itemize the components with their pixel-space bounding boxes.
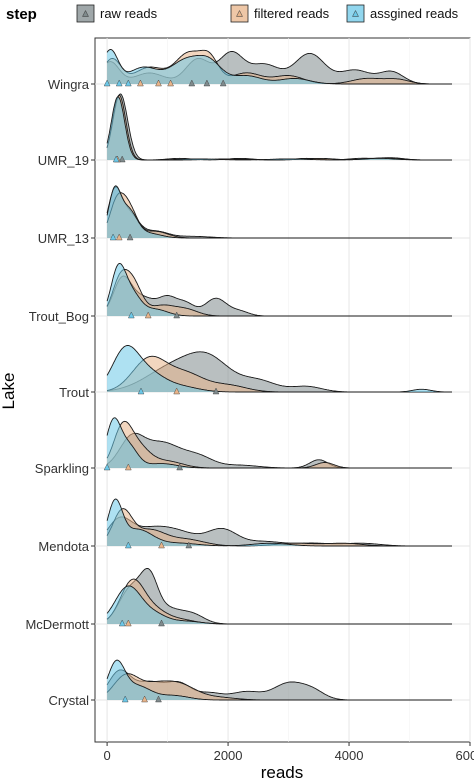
point-marker-assigned — [124, 79, 132, 87]
density-line-assigned — [106, 49, 452, 85]
x-tick-label: 0 — [103, 748, 110, 763]
density-area-assigned — [107, 499, 452, 546]
density-area-assigned — [107, 49, 452, 84]
density-line-assigned — [106, 498, 452, 547]
density-area-raw — [107, 276, 452, 316]
density-line-assigned — [106, 262, 452, 317]
ridge-crystal — [106, 659, 452, 703]
legend-label-assigned: assgined reads — [370, 6, 459, 21]
point-marker-filtered — [167, 79, 174, 87]
x-axis-title: reads — [261, 763, 304, 782]
y-tick-label: UMR_13 — [38, 231, 89, 246]
ridge-umr-19 — [106, 93, 452, 163]
density-area-filtered — [107, 356, 452, 392]
point-marker-filtered — [141, 695, 148, 703]
ridge-trout — [106, 345, 452, 395]
ridge-umr-13 — [106, 185, 452, 241]
point-marker-filtered — [124, 619, 132, 627]
point-marker-raw — [176, 463, 184, 471]
ridge-trout-bog — [106, 262, 452, 319]
legend-label-raw: raw reads — [100, 6, 158, 21]
point-marker-raw — [212, 387, 220, 395]
density-area-assigned — [107, 263, 452, 316]
density-area-assigned — [107, 345, 452, 392]
density-area-assigned — [107, 585, 452, 624]
density-line-assigned — [106, 417, 452, 469]
point-marker-raw — [185, 541, 193, 549]
point-marker-raw — [118, 155, 126, 163]
ridge-mcdermott — [106, 567, 452, 627]
density-line-assigned — [106, 585, 452, 625]
density-area-raw — [107, 433, 452, 468]
point-marker-assigned — [118, 619, 126, 627]
y-tick-label: Crystal — [49, 693, 90, 708]
density-line-assigned — [106, 659, 452, 701]
legend-key-point-assigned — [352, 9, 359, 17]
density-line-assigned — [106, 185, 452, 239]
x-axis-ticks: 0 2000 4000 6000 — [103, 742, 474, 763]
point-marker-filtered — [137, 79, 144, 87]
legend-label-filtered: filtered reads — [254, 6, 330, 21]
y-tick-label: McDermott — [25, 617, 89, 632]
y-tick-label: Wingra — [48, 77, 90, 92]
point-marker-assigned — [124, 541, 132, 549]
ridge-mendota — [106, 498, 452, 549]
point-marker-assigned — [115, 79, 123, 87]
ridge-sparkling — [103, 417, 452, 471]
y-tick-label: Trout_Bog — [29, 309, 89, 324]
legend-title: step — [6, 6, 37, 23]
point-marker-raw — [219, 79, 227, 87]
density-line-raw — [106, 516, 452, 547]
point-marker-assigned — [121, 695, 129, 703]
point-marker-raw — [173, 311, 181, 319]
y-axis-title: Lake — [0, 373, 18, 410]
point-marker-filtered — [155, 79, 162, 87]
y-tick-label: Sparkling — [35, 461, 89, 476]
point-marker-assigned — [137, 387, 145, 395]
point-marker-raw — [155, 695, 162, 703]
density-line-assigned — [106, 96, 452, 161]
point-marker-filtered — [144, 311, 152, 319]
point-marker-raw — [126, 233, 134, 241]
ridge-wingra — [103, 49, 452, 87]
x-tick-label: 6000 — [456, 748, 474, 763]
ridges — [103, 49, 452, 703]
legend-key-point-raw — [82, 9, 89, 17]
density-area-raw — [107, 516, 452, 546]
y-tick-label: Mendota — [38, 539, 89, 554]
point-marker-raw — [158, 619, 165, 627]
y-axis-ticks: Wingra UMR_19 UMR_13 Trout_Bog Trout Sparklin… — [25, 77, 95, 708]
point-marker-assigned — [103, 79, 111, 87]
x-tick-label: 2000 — [214, 748, 243, 763]
point-marker-assigned — [103, 463, 111, 471]
density-line-assigned — [106, 345, 452, 393]
density-line-filtered — [106, 49, 452, 85]
point-marker-assigned — [112, 155, 120, 163]
density-area-filtered — [107, 673, 452, 700]
point-marker-assigned — [127, 311, 135, 319]
x-tick-label: 4000 — [335, 748, 364, 763]
density-area-assigned — [107, 660, 452, 700]
point-marker-filtered — [173, 387, 181, 395]
point-marker-filtered — [124, 463, 132, 471]
point-marker-filtered — [115, 233, 123, 241]
legend-key-point-filtered — [236, 9, 243, 17]
legend: step raw reads filtered reads assgined rea… — [6, 4, 459, 23]
point-marker-raw — [203, 79, 211, 87]
point-marker-filtered — [158, 541, 165, 549]
density-area-assigned — [107, 417, 452, 468]
density-area-assigned — [107, 185, 452, 238]
point-marker-raw — [188, 79, 196, 87]
y-tick-label: UMR_19 — [38, 153, 89, 168]
y-tick-label: Trout — [59, 385, 89, 400]
point-marker-assigned — [109, 233, 117, 241]
